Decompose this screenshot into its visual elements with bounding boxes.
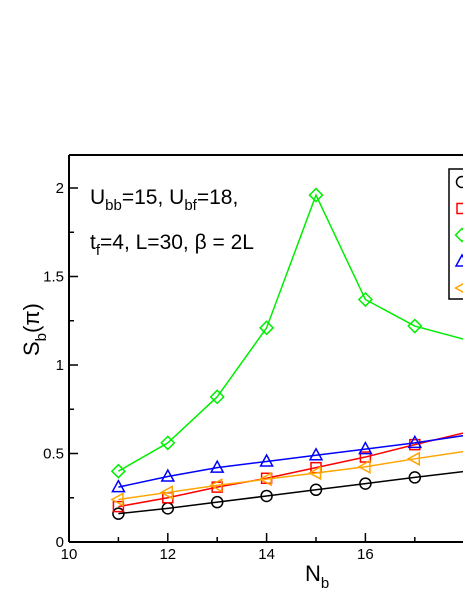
data-point-triangle-left <box>110 492 124 507</box>
series-line <box>118 450 463 501</box>
annotation-text: U <box>90 186 105 209</box>
data-point-triangle-up <box>308 447 324 461</box>
y-axis-title: Sb(π) <box>19 303 50 356</box>
data-point-triangle-left <box>307 465 322 481</box>
data-point-triangle-up <box>407 434 423 449</box>
x-tick-label: 10 <box>61 546 78 563</box>
x-tick-label: 16 <box>357 546 374 563</box>
annotation-text: =15, U <box>122 186 184 209</box>
y-tick-label: 2 <box>56 180 64 197</box>
legend-item <box>454 227 463 243</box>
data-point-circle <box>210 495 224 509</box>
y-tick-label: 1.5 <box>43 269 64 286</box>
series-line <box>118 470 463 515</box>
data-point-circle <box>309 483 323 497</box>
axis-ticks: 10 12 14 16 0 0.5 1 1.5 2 <box>43 180 416 563</box>
data-point-triangle-up <box>111 479 126 493</box>
data-point-circle <box>112 507 125 520</box>
legend-item <box>453 283 463 293</box>
series-triangle-left <box>110 450 463 507</box>
series-diamond <box>110 187 463 479</box>
data-point-square <box>359 451 372 463</box>
annotation-subscript: f <box>96 242 101 259</box>
y-tick-label: 0.5 <box>43 446 64 463</box>
annotation-text: =18, <box>197 186 238 209</box>
data-point-triangle-left <box>357 459 371 475</box>
data-point-circle <box>408 471 422 484</box>
legend-marker-square <box>456 202 463 215</box>
data-point-diamond <box>160 435 176 451</box>
parameter-annotation-line-2: tf=4, L=30, β = 2L <box>90 231 254 259</box>
data-point-triangle-left <box>258 471 272 487</box>
x-tick-label: 12 <box>159 546 176 563</box>
legend-marker-circle <box>455 175 463 189</box>
data-point-triangle-left <box>209 478 223 493</box>
data-point-diamond <box>110 463 126 479</box>
annotation-text: =4, L=30, β = 2L <box>100 231 254 254</box>
y-tick-label: 1 <box>56 357 64 374</box>
plot-series <box>110 187 463 520</box>
legend <box>448 168 463 300</box>
data-point-diamond <box>308 187 324 203</box>
series-line <box>118 434 463 488</box>
y-tick-label: 0 <box>56 534 64 551</box>
annotation-text: t <box>90 231 96 254</box>
legend-item <box>455 175 463 189</box>
data-point-triangle-up <box>259 453 274 467</box>
y-axis-title-sub: b <box>33 333 50 341</box>
legend-marker-triangle-up <box>454 253 463 267</box>
series-circle <box>112 470 463 520</box>
legend-marker-triangle-left <box>453 283 463 293</box>
legend-item <box>454 253 463 267</box>
data-point-diamond <box>259 320 275 336</box>
data-point-diamond <box>357 291 373 308</box>
data-point-triangle-up <box>209 459 225 473</box>
series-line <box>118 432 463 508</box>
annotation-subscript: bf <box>184 197 197 214</box>
series-line <box>118 193 463 472</box>
x-axis-title-sub: b <box>321 575 329 592</box>
annotation-subscript: bb <box>105 197 122 214</box>
data-point-diamond <box>407 318 423 334</box>
y-axis-title-main: S <box>19 341 44 356</box>
series-triangle-up <box>111 434 463 493</box>
data-point-triangle-up <box>160 468 176 482</box>
legend-marker-diamond <box>454 227 463 243</box>
x-axis-title: Nb <box>305 561 329 592</box>
x-axis-title-main: N <box>305 561 321 586</box>
data-point-triangle-left <box>159 485 174 500</box>
x-tick-label: 14 <box>258 546 275 563</box>
legend-item <box>456 202 463 215</box>
data-point-triangle-up <box>358 441 373 455</box>
parameter-annotation-line-1: Ubb=15, Ubf=18, <box>90 186 238 214</box>
data-point-circle <box>359 477 372 490</box>
data-point-triangle-left <box>406 451 421 467</box>
data-point-diamond <box>209 389 225 405</box>
y-axis-title-arg: (π) <box>19 303 44 333</box>
data-point-circle <box>260 489 273 503</box>
